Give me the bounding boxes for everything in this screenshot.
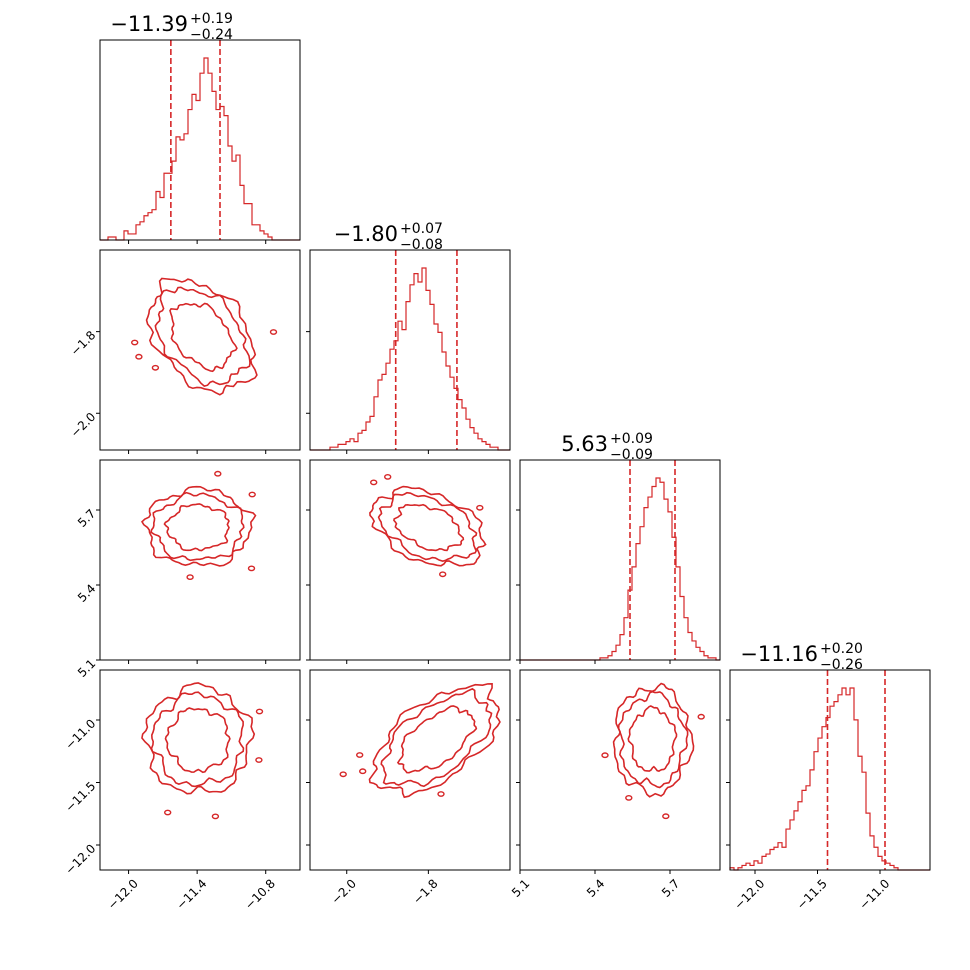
- contour-3-1-0: [396, 705, 478, 774]
- param-title-plus-0: +0.19: [190, 11, 233, 27]
- contour-1-0-0: [169, 302, 238, 373]
- x-tick-label-2-0: 5.1: [509, 876, 532, 899]
- outlier-contour-2-0-3: [186, 574, 194, 580]
- param-title-value-0: −11.39: [110, 12, 188, 36]
- x-tick-label-1-0: −2.0: [329, 876, 360, 907]
- panel-frame-3-0: [99, 669, 301, 871]
- outlier-contour-3-2-0: [601, 752, 609, 759]
- x-tick-label-2-1: 5.4: [584, 876, 607, 899]
- contour-2-0-1: [150, 491, 245, 562]
- x-tick-label-0-1: −11.4: [174, 876, 210, 912]
- y-tick-label-1-1: −1.8: [68, 328, 99, 359]
- panel-frame-3-2: [519, 669, 721, 871]
- y-tick-label-3-2: −11.0: [62, 716, 98, 752]
- outlier-contour-2-1-0: [370, 479, 378, 486]
- contour-3-0-0: [164, 707, 231, 774]
- outlier-contour-2-0-2: [248, 491, 256, 498]
- contour-3-0-2: [141, 682, 256, 795]
- param-title-minus-0: −0.24: [190, 27, 233, 43]
- outlier-contour-2-0-0: [214, 470, 222, 477]
- param-title-value-1: −1.80: [334, 222, 398, 246]
- param-title-value-2: 5.63: [561, 432, 608, 456]
- histogram-2: [520, 477, 720, 661]
- outlier-contour-3-0-1: [255, 708, 264, 715]
- x-tick-label-3-2: −11.0: [856, 876, 892, 912]
- param-title-plus-1: +0.07: [400, 221, 443, 237]
- outlier-contour-2-1-2: [476, 504, 484, 511]
- outlier-contour-3-0-2: [211, 813, 220, 820]
- outlier-contour-2-0-1: [247, 565, 256, 572]
- panel-frame-3-1: [309, 669, 511, 871]
- contour-2-0-2: [141, 485, 257, 567]
- histogram-1: [310, 267, 510, 451]
- x-tick-label-2-2: 5.7: [659, 876, 682, 899]
- contour-3-1-1: [380, 687, 493, 788]
- x-tick-label-3-1: −11.5: [794, 876, 830, 912]
- outlier-contour-3-0-3: [255, 757, 263, 763]
- contour-2-1-1: [377, 491, 478, 562]
- outlier-contour-3-1-2: [339, 771, 347, 778]
- outlier-contour-3-2-3: [662, 813, 670, 820]
- panel-frame-2-0: [99, 459, 301, 661]
- param-title-minus-2: −0.09: [610, 447, 653, 463]
- contour-1-0-2: [145, 277, 258, 396]
- panel-frame-2-1: [309, 459, 511, 661]
- contour-2-1-2: [369, 485, 487, 567]
- param-title-plus-3: +0.20: [820, 641, 863, 657]
- y-tick-label-2-2: 5.7: [75, 506, 98, 529]
- outlier-contour-1-0-3: [151, 364, 160, 371]
- histogram-0: [100, 57, 300, 241]
- outlier-contour-3-0-0: [163, 809, 172, 816]
- outlier-contour-1-0-2: [135, 353, 143, 360]
- panel-frame-2-2: [519, 459, 721, 661]
- contour-3-2-2: [612, 682, 695, 798]
- outlier-contour-1-0-1: [269, 329, 278, 335]
- outlier-contour-2-1-3: [384, 473, 392, 480]
- outlier-contour-3-1-1: [356, 752, 364, 758]
- y-tick-label-1-0: −2.0: [68, 410, 99, 441]
- param-title-minus-3: −0.26: [820, 657, 863, 673]
- contour-3-1-2: [368, 682, 501, 799]
- y-tick-label-3-1: −11.5: [62, 779, 98, 815]
- param-title-plus-2: +0.09: [610, 431, 653, 447]
- panel-frame-0-0: [99, 39, 301, 241]
- x-tick-label-1-1: −1.8: [410, 876, 441, 907]
- outlier-contour-3-1-3: [359, 768, 367, 775]
- x-tick-label-3-0: −12.0: [731, 876, 767, 912]
- histogram-3: [729, 687, 930, 871]
- x-tick-label-0-0: −12.0: [105, 876, 141, 912]
- outlier-contour-3-2-1: [625, 795, 633, 801]
- panel-frame-1-0: [99, 249, 301, 451]
- outlier-contour-1-0-0: [130, 339, 139, 346]
- y-tick-label-2-0: 5.1: [75, 656, 98, 679]
- outlier-contour-3-2-2: [697, 713, 705, 720]
- contour-1-0-1: [154, 286, 251, 387]
- y-tick-label-2-1: 5.4: [75, 581, 98, 604]
- panel-frame-3-3: [729, 669, 931, 871]
- outlier-contour-3-1-0: [437, 791, 445, 797]
- x-tick-label-0-2: −10.8: [242, 876, 278, 912]
- contour-3-2-1: [617, 690, 689, 789]
- contour-2-0-0: [163, 503, 230, 552]
- contour-2-1-0: [393, 503, 465, 552]
- outlier-contour-2-1-1: [439, 571, 447, 578]
- param-title-minus-1: −0.08: [400, 237, 443, 253]
- panel-frame-1-1: [309, 249, 511, 451]
- contour-3-2-0: [627, 705, 678, 773]
- param-title-value-3: −11.16: [740, 642, 818, 666]
- y-tick-label-3-0: −12.0: [62, 841, 98, 877]
